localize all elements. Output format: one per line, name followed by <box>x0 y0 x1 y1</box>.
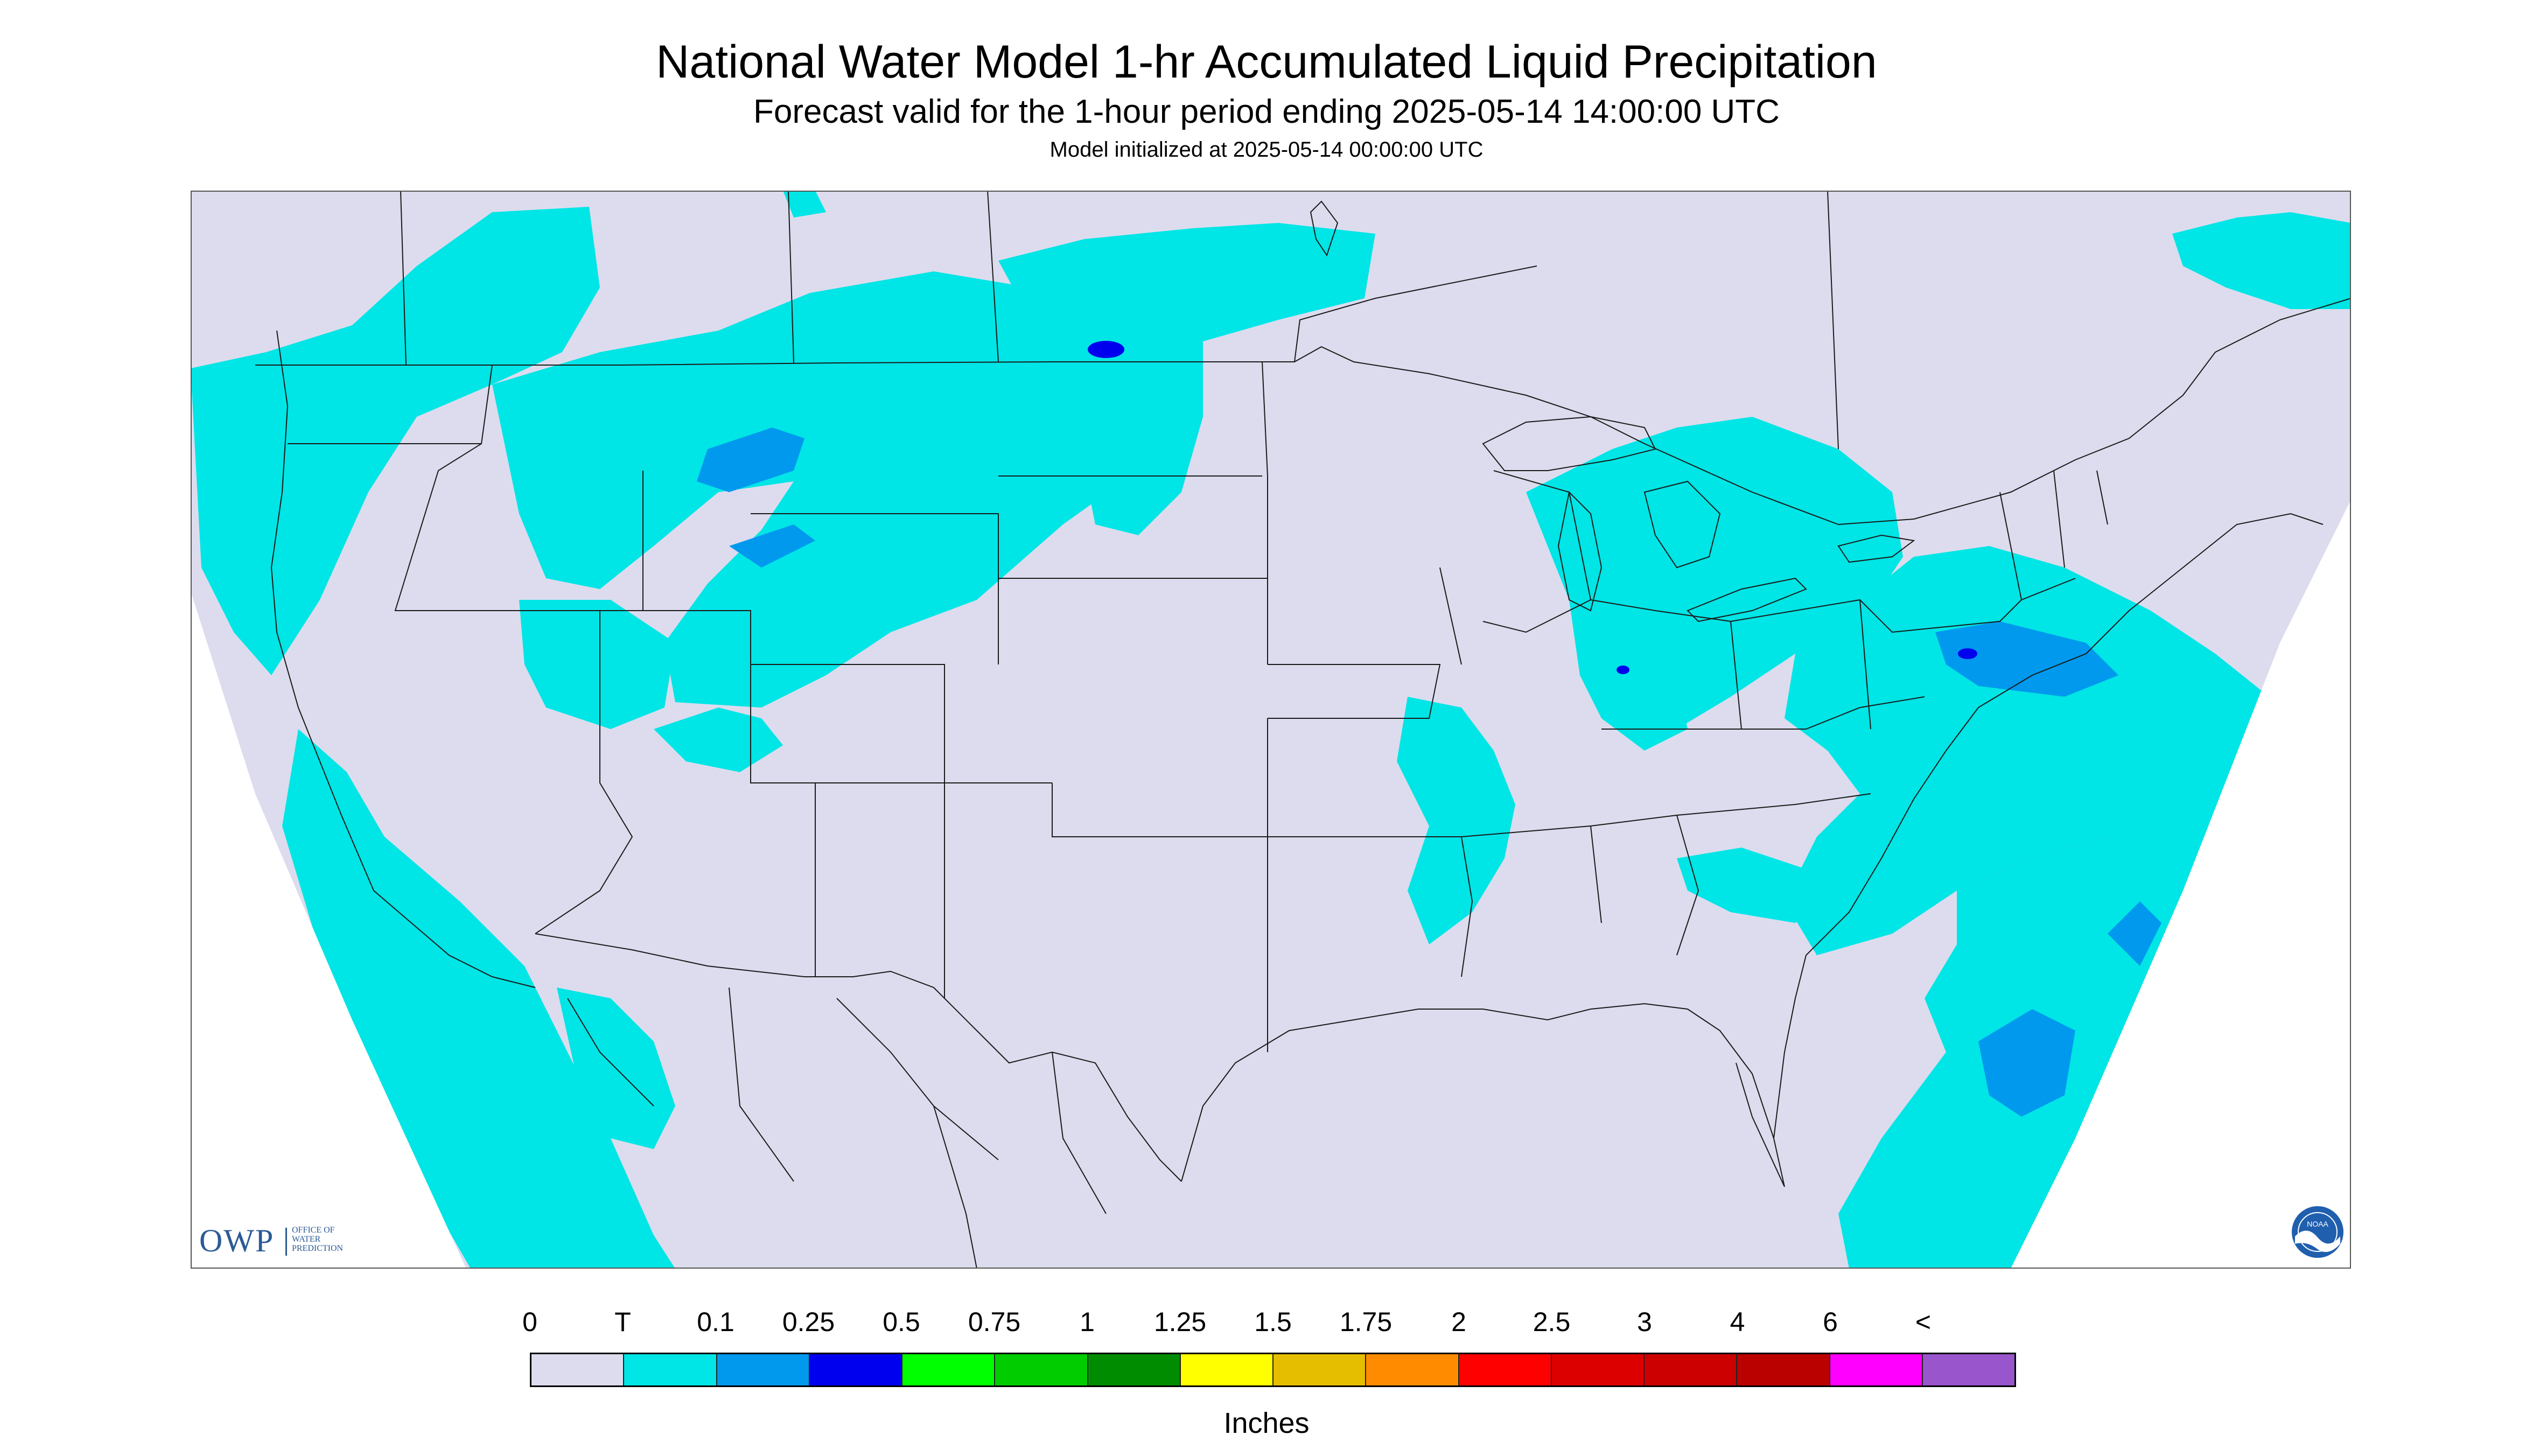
state-lines-east <box>1590 470 2108 816</box>
mexico-state-lines <box>567 987 1107 1269</box>
owp-logo-text: OFFICE OF WATER PREDICTION <box>292 1226 362 1253</box>
precip-moderate-pennsylvania <box>1958 648 1977 659</box>
owp-logo-mark: OWP <box>199 1223 275 1258</box>
legend-swatch <box>995 1354 1088 1385</box>
precip-moderate-north-dakota <box>1088 341 1124 358</box>
legend-swatch <box>1645 1354 1738 1385</box>
precip-mid-atlantic-northeast <box>1785 546 2280 955</box>
state-lines-central <box>1181 361 1699 977</box>
precip-great-basin-cells <box>519 600 675 729</box>
precip-ontario-spot <box>783 191 826 218</box>
lake-huron <box>1643 480 1721 569</box>
lake-outlines <box>1310 200 1915 622</box>
noaa-logo: NOAA <box>2291 1205 2345 1259</box>
owp-logo-line: WATER <box>292 1235 321 1244</box>
legend-tick-label: 0 <box>522 1307 537 1337</box>
west-coast <box>270 330 536 988</box>
noaa-logo-center <box>2298 1212 2338 1252</box>
gulf-coast <box>1181 1003 1785 1187</box>
color-legend: 0 T 0.1 0.25 0.5 0.75 1 1.25 1.5 1.75 2 2.5 3 4 6 < Inc… <box>0 1292 2533 1454</box>
legend-swatch <box>902 1354 996 1385</box>
legend-tick-label: 1.5 <box>1254 1307 1292 1337</box>
us-canada-border <box>255 298 2351 526</box>
legend-swatch <box>1737 1354 1830 1385</box>
lake-superior <box>1482 416 1656 471</box>
precip-pacific-nw <box>191 207 600 675</box>
legend-tick-label: T <box>614 1307 631 1337</box>
precip-light-idaho <box>729 524 815 568</box>
us-mexico-border <box>535 933 1182 1182</box>
legend-swatch <box>809 1354 902 1385</box>
legend-labels: 0 T 0.1 0.25 0.5 0.75 1 1.25 1.5 1.75 2 2.5 3 4 6 < <box>522 1306 2016 1339</box>
legend-tick-label: < <box>1915 1307 1932 1337</box>
lake-michigan <box>1557 491 1603 612</box>
legend-tick-label: 1.25 <box>1153 1307 1207 1337</box>
legend-swatch <box>1180 1354 1274 1385</box>
legend-tick-label: 0.5 <box>883 1307 920 1337</box>
model-init-line: Model initialized at 2025-05-14 00:00:00… <box>1049 138 1484 162</box>
noaa-logo-gull <box>2295 1230 2340 1252</box>
legend-swatch <box>531 1354 625 1385</box>
precipitation-moderate-areas <box>1088 341 1977 674</box>
legend-swatch <box>1551 1354 1645 1385</box>
owp-logo-line: PREDICTION <box>292 1244 344 1253</box>
state-and-country-boundaries <box>255 191 2351 1269</box>
legend-tick-label: 1 <box>1080 1307 1095 1337</box>
precipitation-light-areas <box>697 428 2161 1117</box>
legend-units-label: Inches <box>1223 1407 1310 1439</box>
legend-tick-label: 0.75 <box>968 1307 1021 1337</box>
lake-winnipeg <box>1310 200 1339 257</box>
owp-logo-divider <box>285 1228 287 1256</box>
precip-california-coast <box>282 729 675 1269</box>
legend-color-bar <box>530 1353 2016 1387</box>
legend-swatch <box>1274 1354 1367 1385</box>
canada-province-lines <box>400 191 1839 450</box>
precip-carolinas <box>1677 848 1828 923</box>
map-subtitle: Forecast valid for the 1-hour period end… <box>753 93 1780 130</box>
legend-swatch <box>1459 1354 1552 1385</box>
legend-swatch <box>717 1354 810 1385</box>
legend-tick-label: 2.5 <box>1533 1307 1571 1337</box>
legend-tick-label: 4 <box>1730 1307 1745 1337</box>
precip-quebec <box>2172 212 2351 309</box>
legend-tick-label: 1.75 <box>1339 1307 1393 1337</box>
legend-tick-label: 6 <box>1823 1307 1838 1337</box>
owp-logo-line: OFFICE OF <box>292 1226 335 1235</box>
precip-light-offshore-north <box>2108 901 2161 966</box>
precip-moderate-indiana <box>1617 666 1629 674</box>
precip-michigan-indiana <box>1569 600 1688 751</box>
legend-tick-label: 0.25 <box>782 1307 835 1337</box>
precip-north-dakota-plume <box>998 223 1375 535</box>
legend-tick-label: 2 <box>1451 1307 1466 1337</box>
precip-light-montana <box>697 428 804 492</box>
legend-tick-label: 0.1 <box>697 1307 734 1337</box>
atlantic-coast <box>1773 513 2324 1139</box>
legend-swatch <box>624 1354 717 1385</box>
map-frame-border <box>191 191 2351 1269</box>
legend-swatch <box>1830 1354 1923 1385</box>
precip-northern-rockies-band <box>492 271 1203 708</box>
precip-light-atlantic <box>1978 1009 2075 1117</box>
map-title: National Water Model 1-hr Accumulated Li… <box>656 36 1877 88</box>
legend-swatch <box>1922 1354 2014 1385</box>
legend-tick-label: 3 <box>1637 1307 1652 1337</box>
precip-light-pennsylvania <box>1935 621 2118 697</box>
precip-mississippi-valley <box>1397 697 1515 944</box>
legend-swatch <box>1088 1354 1181 1385</box>
lake-ontario <box>1837 534 1915 563</box>
noaa-logo-ring <box>2292 1206 2343 1258</box>
owp-logo: OWP OFFICE OF WATER PREDICTION <box>199 1222 372 1260</box>
legend-swatch <box>1366 1354 1459 1385</box>
noaa-logo-text: NOAA <box>2307 1220 2328 1228</box>
precipitation-map[interactable] <box>191 191 2351 1269</box>
lake-erie <box>1687 577 1807 622</box>
